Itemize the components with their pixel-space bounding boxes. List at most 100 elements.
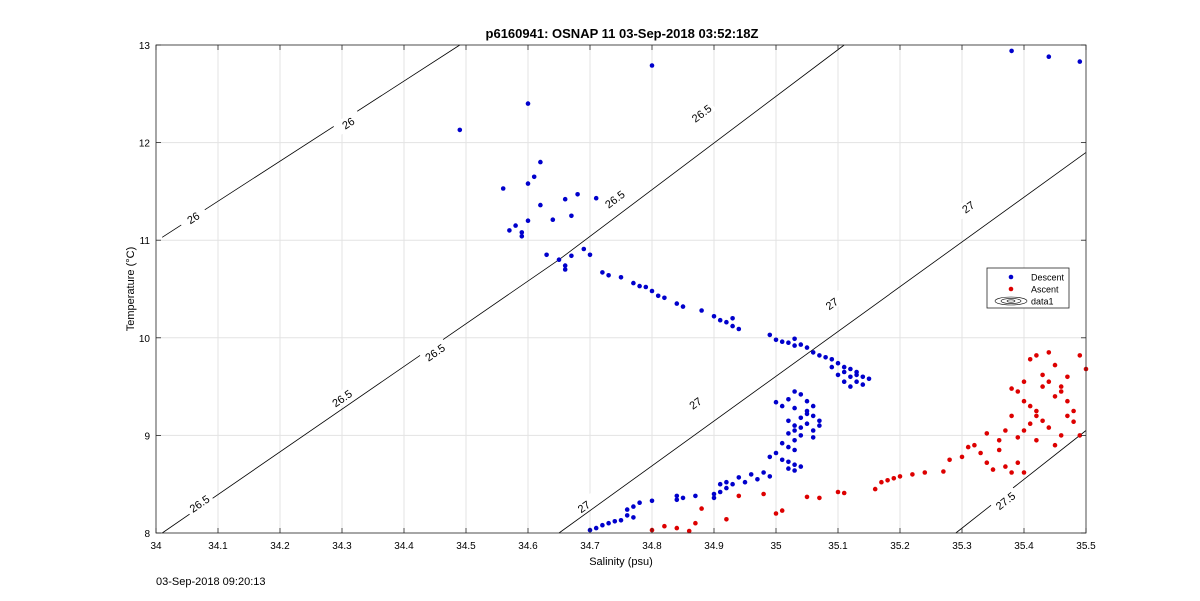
ascent-point: [693, 520, 698, 526]
ascent-point: [1065, 413, 1070, 419]
descent-point: [786, 340, 791, 346]
descent-point: [848, 366, 853, 372]
descent-point: [866, 376, 872, 382]
descent-point: [699, 308, 704, 313]
descent-point: [717, 489, 723, 495]
descent-point: [848, 374, 853, 380]
x-tick-label: 34.3: [332, 541, 352, 552]
y-tick-label: 12: [139, 139, 151, 150]
ascent-point: [1058, 384, 1064, 389]
descent-point: [792, 405, 797, 411]
ascent-point: [724, 517, 729, 522]
legend-marker-ascent: [1008, 286, 1014, 292]
x-tick-label: 35.1: [828, 541, 848, 552]
x-tick-label: 34.2: [270, 541, 290, 552]
ascent-point: [1077, 353, 1083, 358]
ascent-point: [910, 472, 915, 477]
descent-point: [662, 295, 667, 301]
descent-point: [674, 493, 680, 499]
ascent-point: [1027, 421, 1033, 427]
legend: Descent Ascent data1: [986, 267, 1070, 309]
descent-point: [786, 466, 791, 471]
contour-label-bg: [816, 289, 847, 317]
y-tick-label: 9: [144, 431, 150, 442]
descent-point: [860, 382, 866, 387]
contour-line-27: [558, 152, 1087, 534]
contour-label: 27: [824, 296, 841, 313]
ascent-point: [1015, 460, 1021, 466]
legend-label-descent: Descent: [1031, 273, 1065, 283]
descent-point: [786, 444, 791, 450]
ascent-point: [897, 474, 903, 479]
ascent-point: [965, 444, 971, 450]
descent-point: [569, 213, 574, 219]
ascent-point: [1065, 374, 1070, 380]
descent-point: [680, 495, 686, 501]
descent-point: [562, 196, 568, 202]
descent-point: [798, 392, 804, 397]
descent-point: [779, 403, 785, 409]
ascent-point: [1021, 428, 1027, 433]
descent-point: [767, 454, 773, 460]
descent-point: [854, 379, 859, 385]
descent-point: [761, 470, 766, 475]
x-tick-label: 34.7: [580, 541, 600, 552]
descent-point: [711, 314, 717, 319]
ascent-point: [662, 523, 667, 529]
ascent-point: [699, 506, 704, 511]
descent-point: [674, 301, 680, 306]
x-tick-label: 35: [770, 541, 782, 552]
descent-point: [742, 479, 748, 485]
descent-point: [773, 399, 779, 405]
x-axis-label: Salinity (psu): [589, 556, 653, 568]
descent-point: [841, 379, 847, 385]
descent-point: [655, 293, 661, 299]
descent-point: [544, 252, 549, 258]
x-tick-label: 35.5: [1076, 541, 1096, 552]
x-tick-label: 35.2: [890, 541, 910, 552]
legend-box: [986, 267, 1070, 309]
ascent-point: [1040, 418, 1045, 424]
descent-point: [550, 217, 556, 222]
descent-point: [786, 431, 791, 436]
descent-point: [525, 101, 531, 106]
ascent-point: [1027, 357, 1033, 362]
y-tick-label: 11: [140, 236, 151, 247]
ascent-point: [972, 442, 977, 448]
descent-point: [1009, 48, 1014, 54]
descent-point: [724, 319, 729, 325]
descent-point: [724, 485, 729, 491]
descent-point: [1046, 54, 1052, 59]
ascent-point: [879, 479, 884, 485]
descent-point: [773, 450, 779, 456]
x-tick-label: 34.1: [208, 541, 228, 552]
ascent-point: [1003, 428, 1008, 433]
descent-point: [680, 304, 686, 309]
descent-point: [804, 421, 810, 427]
y-axis-label: Temperature (°C): [125, 247, 137, 331]
descent-point: [513, 223, 518, 228]
descent-point: [810, 350, 816, 355]
descent-point: [810, 403, 816, 409]
descent-point: [848, 384, 853, 389]
ascent-point: [686, 528, 692, 534]
contour-label-bg: [686, 99, 717, 127]
series-ascent: [649, 350, 1089, 534]
descent-point: [792, 462, 797, 468]
ascent-point: [1009, 386, 1014, 391]
descent-point: [593, 195, 599, 201]
ascent-point: [761, 491, 766, 497]
series-descent: [457, 48, 1083, 533]
ascent-point: [1009, 413, 1014, 419]
ascent-point: [1021, 398, 1027, 404]
legend-contour-icon-inner: [1000, 298, 1022, 304]
descent-point: [792, 423, 797, 428]
descent-point: [556, 257, 562, 263]
descent-point: [631, 515, 636, 520]
ascent-point: [1040, 372, 1045, 378]
x-tick-label: 35.4: [1014, 541, 1034, 552]
descent-point: [618, 275, 624, 280]
y-tick-label: 13: [139, 41, 151, 52]
descent-point: [457, 127, 463, 133]
descent-point: [538, 202, 543, 208]
